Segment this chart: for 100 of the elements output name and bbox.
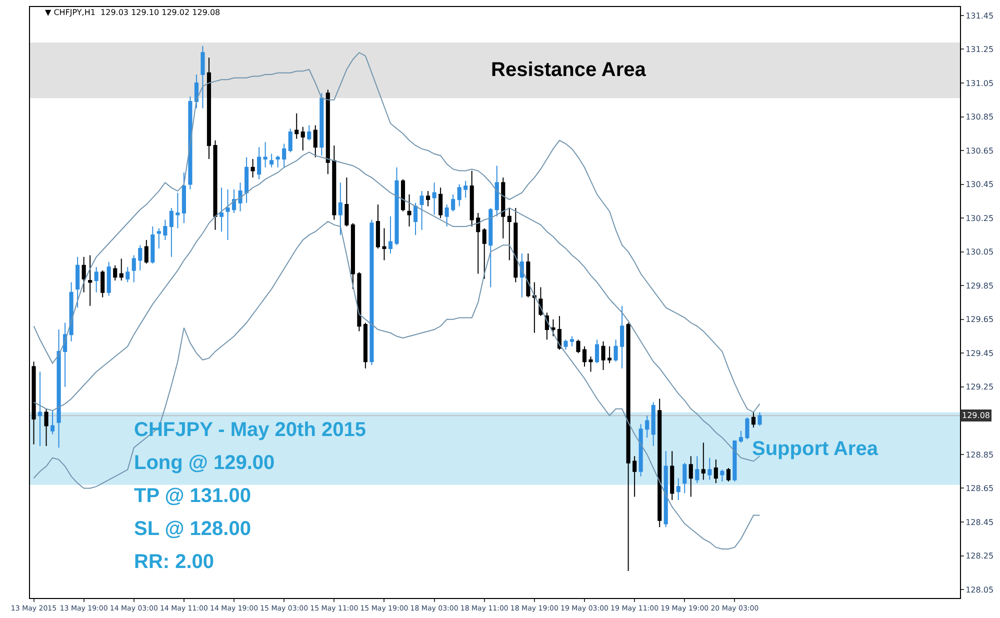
candlestick [714,459,718,484]
candlestick [94,266,98,293]
candlestick [88,254,92,306]
y-tick-label: 130.25 [966,214,994,223]
y-tick-label: 129.25 [966,382,994,392]
candlestick [751,412,756,428]
candlestick [194,74,199,109]
candlestick [413,202,418,236]
candlestick [69,282,74,342]
candlestick [357,272,362,332]
candlestick [501,177,506,239]
candlestick [608,346,612,364]
candlestick [407,194,412,228]
candlestick [219,187,224,232]
candlestick [464,180,468,198]
candlestick [601,340,606,371]
candlestick [745,416,750,440]
candlestick [263,142,268,168]
candlestick [294,112,299,140]
candlestick [188,96,192,190]
candlestick [658,398,662,528]
candlestick [570,336,574,347]
candlestick [206,57,212,160]
y-tick-label: 128.65 [966,484,994,494]
y-tick-label: 130.65 [966,146,994,156]
candlestick [213,140,218,230]
candlestick [338,182,342,236]
y-tick-label: 128.25 [966,552,994,561]
candlestick [494,165,499,217]
candlestick [720,469,724,482]
annotation: SL @ 128.00 [134,518,251,540]
candlestick [50,410,55,435]
candlestick [670,450,674,501]
candlestick [400,178,406,212]
candlestick [482,228,486,280]
candlestick [632,456,637,498]
candlestick [150,226,155,264]
candlestick [432,182,436,216]
candlestick [470,170,474,228]
y-tick-label: 131.25 [966,45,994,54]
annotation: Long @ 129.00 [134,452,275,474]
candlestick [82,256,86,293]
candlestick [526,253,530,298]
candlestick [232,188,236,214]
candlestick [113,264,118,282]
candlestick [44,408,48,447]
y-tick-label: 128.45 [966,518,994,527]
candlestick [651,402,656,447]
candlestick [532,282,536,334]
candlestick [169,207,174,258]
candlestick [457,184,462,207]
candlestick [758,412,762,426]
candlestick [138,244,142,271]
y-tick-label: 131.05 [966,78,994,88]
candlestick [156,228,161,249]
candlestick [163,219,168,241]
candlestick [326,89,330,175]
candlestick [370,219,374,366]
band-label: Resistance Area [491,59,647,81]
candlestick [420,190,424,230]
candlestick [438,187,443,219]
y-tick-label: 128.85 [966,450,994,460]
candlestick [56,329,61,448]
candlestick [695,456,700,484]
y-tick-label: 128.05 [966,585,994,594]
candlestick [257,146,262,180]
candlestick [726,467,730,482]
candlestick [664,450,668,528]
y-tick-label: 129.85 [966,281,994,290]
candlestick [682,462,687,494]
candlestick [288,128,292,153]
y-tick-label: 130.05 [966,248,994,257]
candlestick [332,144,336,220]
candlestick [614,339,618,362]
candlestick [100,270,105,298]
y-tick-label: 129.65 [966,315,994,324]
candlestick [182,172,186,224]
candlestick [426,190,430,207]
candlestick [320,92,324,156]
candlestick [394,166,399,246]
candlestick [300,126,305,152]
candlestick [732,440,737,482]
candlestick [76,256,80,308]
candlestick [701,442,706,480]
candlestick [38,371,42,447]
candlestick [507,207,512,261]
candlestick [488,207,493,288]
candlestick [176,192,180,229]
candlestick [688,456,693,498]
candlestick [551,318,556,337]
candlestick [363,322,368,369]
candlestick [376,204,380,249]
candlestick [250,158,255,178]
band-label: Support Area [752,438,879,460]
candlestick [582,346,587,368]
candlestick [144,240,148,264]
candlestick [388,216,393,254]
candlestick [708,457,712,480]
candlestick [576,339,580,354]
line-series [33,52,760,413]
